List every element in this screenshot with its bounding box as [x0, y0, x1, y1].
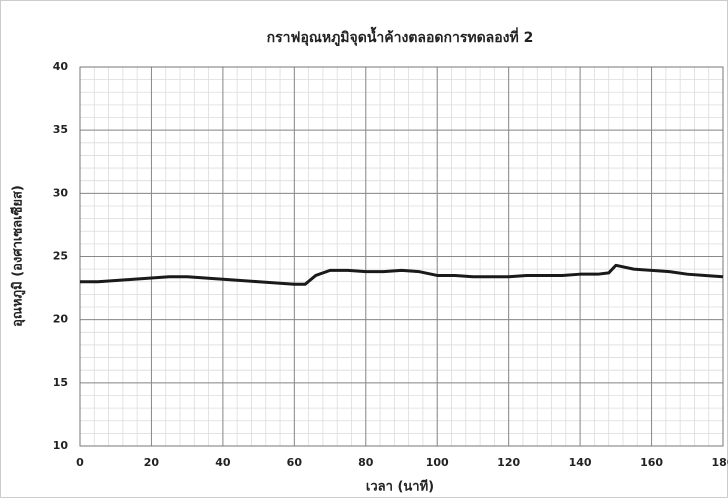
y-tick-label: 40	[53, 60, 69, 73]
x-tick-label: 100	[426, 456, 449, 469]
x-tick-label: 0	[76, 456, 84, 469]
y-tick-label: 10	[53, 439, 69, 452]
x-tick-label: 160	[640, 456, 663, 469]
y-tick-label: 25	[53, 250, 68, 263]
x-tick-label: 180	[712, 456, 728, 469]
x-tick-label: 60	[287, 456, 303, 469]
x-axis-title: เวลา (นาที)	[366, 479, 434, 495]
x-tick-label: 20	[144, 456, 160, 469]
y-tick-label: 30	[53, 186, 69, 199]
y-tick-label: 15	[53, 376, 68, 389]
page: กราฟอุณหภูมิจุดน้ำค้างตลอดการทดลองที่ 2 …	[0, 0, 728, 498]
y-axis-title: อุณหภูมิ (องศาเซลเซียส)	[10, 185, 26, 327]
x-tick-label: 120	[497, 456, 520, 469]
y-tick-label: 20	[53, 313, 69, 326]
x-tick-label: 40	[215, 456, 231, 469]
x-tick-label: 140	[569, 456, 592, 469]
chart: กราฟอุณหภูมิจุดน้ำค้างตลอดการทดลองที่ 2 …	[0, 0, 728, 498]
x-tick-label: 80	[358, 456, 374, 469]
chart-frame	[1, 1, 728, 498]
y-tick-label: 35	[53, 123, 68, 136]
